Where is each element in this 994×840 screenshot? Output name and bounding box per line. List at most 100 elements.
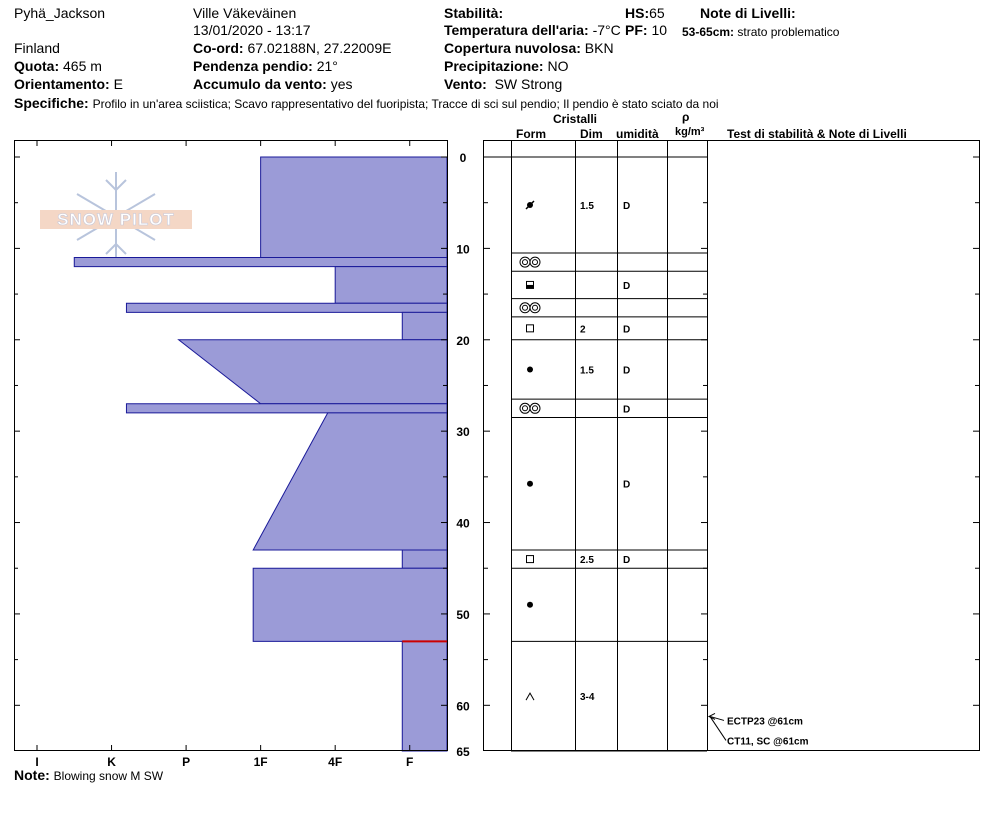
hardness-segment — [252, 412, 448, 551]
depth-tick-label: 50 — [456, 608, 470, 622]
note-text: Blowing snow M SW — [53, 769, 164, 783]
slope-label: Pendenza pendio: — [193, 58, 313, 74]
layer-note-range: 53-65cm: — [682, 25, 735, 39]
hardness-segment — [401, 640, 448, 752]
wind-loading: Accumulo da vento: yes — [193, 76, 352, 92]
specifics: Specifiche: Profilo in un'area sciistica… — [14, 95, 719, 112]
coordinates: Co-ord: 67.02188N, 27.22009E — [193, 40, 391, 56]
layer-grain-size: 1.5 — [580, 365, 594, 376]
layer-note-text: strato problematico — [737, 25, 840, 39]
hardness-tick-label: 4F — [328, 755, 342, 769]
hardness-segment — [334, 266, 448, 304]
specifics-text: Profilo in un'area sciistica; Scavo rapp… — [92, 97, 719, 111]
layer-grain-size: 2 — [580, 324, 586, 335]
col-tests: Test di stabilità & Note di Livelli — [727, 127, 907, 141]
specifics-label: Specifiche: — [14, 95, 89, 111]
air-temperature: Temperatura dell'aria: -7°C — [444, 22, 621, 38]
coord-label: Co-ord: — [193, 40, 244, 56]
hardness-tick-label: 1F — [254, 755, 268, 769]
country: Finland — [14, 40, 60, 56]
air-temp-label: Temperatura dell'aria: — [444, 22, 589, 38]
layer-wetness: D — [623, 555, 630, 566]
hardness-segment — [125, 302, 448, 313]
snowpilot-logo: SNOW PILOT — [40, 172, 192, 262]
depth-hoar-icon — [525, 692, 535, 701]
note: Note: Blowing snow M SW — [14, 767, 163, 784]
col-cristalli: Cristalli — [553, 112, 598, 126]
precip-label: Precipitazione: — [444, 58, 544, 74]
stability-test-leader — [709, 716, 727, 741]
depth-tick-label: 0 — [460, 151, 467, 165]
elevation: Quota: 465 m — [14, 58, 102, 74]
col-rho: ρ — [682, 110, 690, 124]
hardness-segment — [401, 549, 448, 569]
hs-label: HS: — [625, 5, 650, 21]
col-density-unit: kg/m³ — [675, 126, 705, 138]
cloud-cover: Copertura nuvolosa: BKN — [444, 40, 614, 56]
wind: Vento: SW Strong — [444, 76, 562, 92]
precip-value: NO — [547, 58, 569, 74]
note-label: Note: — [14, 767, 50, 783]
hardness-segment — [125, 403, 448, 414]
hardness-tick-label: I — [35, 755, 38, 769]
pf-value: 10 — [651, 22, 668, 38]
wind-loading-value: yes — [330, 76, 353, 92]
coord-value: 67.02188N, 27.22009E — [247, 40, 392, 56]
depth-tick-label: 30 — [456, 425, 470, 439]
aspect: Orientamento: E — [14, 76, 123, 92]
hardness-tick-label: P — [182, 755, 190, 769]
precipitation: Precipitazione: NO — [444, 58, 568, 74]
layer-notes-label: Note di Livelli: — [700, 5, 796, 21]
ice-formation-icon — [519, 402, 541, 414]
stability-label: Stabilità: — [444, 5, 504, 21]
air-temp-value: -7°C — [592, 22, 621, 38]
elevation-label: Quota: — [14, 58, 60, 74]
wind-label: Vento: — [444, 76, 487, 92]
stability-test-label: ECTP23 @61cm — [727, 716, 803, 727]
location-name: Pyhä_Jackson — [14, 5, 106, 21]
hardness-segment — [73, 257, 448, 268]
hs-value: 65 — [649, 5, 665, 21]
layer-grain-size: 3-4 — [580, 692, 595, 703]
snow-height: HS:65 — [625, 5, 665, 21]
hardness-segment — [177, 339, 448, 405]
elevation-value: 465 m — [63, 58, 102, 74]
stability-test-label: CT11, SC @61cm — [727, 736, 809, 747]
logo-band — [40, 210, 192, 229]
layer-table-frame — [483, 140, 980, 751]
hardness-segment — [252, 567, 448, 642]
slope: Pendenza pendio: 21° — [193, 58, 338, 74]
melt-freeze-icon — [526, 280, 534, 289]
wind-value: SW Strong — [494, 76, 563, 92]
pf-label: PF: — [625, 22, 648, 38]
ice-formation-icon — [519, 256, 541, 268]
col-form: Form — [516, 127, 546, 141]
rounded-icon — [527, 480, 533, 487]
depth-tick-label: 10 — [456, 242, 470, 256]
col-dim: Dim — [580, 127, 603, 141]
hardness-tick-label: K — [107, 755, 116, 769]
observer: Ville Väkeväinen — [193, 5, 297, 21]
datetime: 13/01/2020 - 13:17 — [193, 22, 311, 38]
layer-wetness: D — [623, 324, 630, 335]
hardness-segment — [260, 156, 448, 259]
aspect-label: Orientamento: — [14, 76, 110, 92]
cloud-label: Copertura nuvolosa: — [444, 40, 581, 56]
layer-grain-size: 1.5 — [580, 201, 594, 212]
penetration: PF: 10 — [625, 22, 667, 38]
slope-value: 21° — [316, 58, 338, 74]
col-umidita: umidità — [616, 127, 659, 141]
layer-wetness: D — [623, 365, 630, 376]
aspect-value: E — [113, 76, 123, 92]
layer-grain-size: 2.5 — [580, 555, 594, 566]
ice-formation-icon — [519, 302, 541, 314]
hardness-plot-frame — [14, 140, 448, 751]
layer-wetness: D — [623, 480, 630, 491]
stability-test-arrow — [707, 712, 716, 720]
layer-wetness: D — [623, 281, 630, 292]
logo-text: SNOW PILOT — [57, 210, 175, 229]
depth-tick-label: 20 — [456, 334, 470, 348]
faceted-icon — [526, 324, 534, 333]
pp-irregular-icon — [525, 200, 535, 210]
